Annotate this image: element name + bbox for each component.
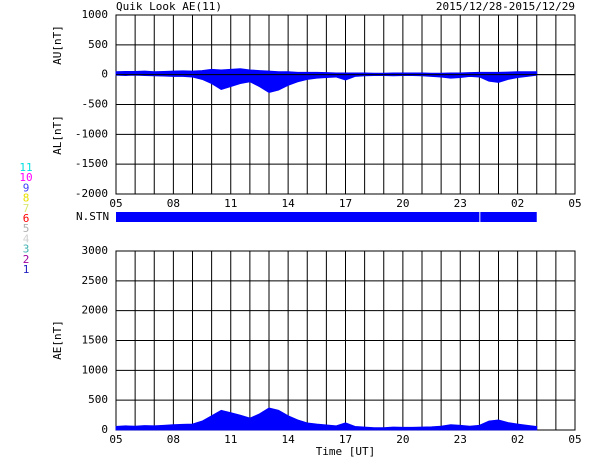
x-tick-label: 14 — [282, 197, 296, 210]
x-tick-label: 14 — [282, 433, 296, 446]
legend-entry: 5 — [23, 222, 30, 235]
x-tick-label: 08 — [167, 197, 180, 210]
y-tick-label: -500 — [82, 98, 109, 111]
date-range: 2015/12/28-2015/12/29 — [436, 0, 575, 13]
x-tick-label: 08 — [167, 433, 180, 446]
x-tick-label: 20 — [396, 433, 409, 446]
x-tick-label: 05 — [568, 197, 581, 210]
legend-entry: 3 — [23, 243, 30, 256]
x-tick-label: 05 — [109, 433, 122, 446]
x-tick-label: 02 — [511, 197, 524, 210]
legend-entry: 11 — [19, 161, 32, 174]
y-tick-label: 1000 — [82, 8, 109, 21]
y-tick-label: 0 — [101, 68, 108, 81]
title: Quik Look AE(11) — [116, 0, 222, 13]
x-tick-label: 11 — [224, 197, 237, 210]
x-tick-label: 23 — [454, 433, 467, 446]
x-tick-label: 02 — [511, 433, 524, 446]
legend-entry: 6 — [23, 212, 30, 225]
y-tick-label: -2000 — [75, 187, 108, 200]
x-tick-label: 05 — [568, 433, 581, 446]
area — [115, 407, 538, 431]
x-tick-label: 17 — [339, 197, 352, 210]
y-tick-label: 3000 — [82, 244, 109, 257]
legend-entry: 9 — [23, 181, 30, 194]
legend-entry: 7 — [23, 202, 30, 215]
x-tick-label: 05 — [109, 197, 122, 210]
area — [115, 68, 538, 76]
y-tick-label: 500 — [88, 393, 108, 406]
legend-entry: 4 — [23, 232, 30, 245]
station-bar — [116, 212, 480, 222]
y-tick-label: 1500 — [82, 334, 109, 347]
legend-entry: 10 — [19, 171, 32, 184]
legend-entry: 1 — [23, 263, 30, 276]
x-tick-label: 23 — [454, 197, 467, 210]
y-tick-label: 0 — [101, 423, 108, 436]
y-tick-label: 1000 — [82, 363, 109, 376]
y-tick-label: 2500 — [82, 274, 109, 287]
area — [115, 74, 538, 93]
x-tick-label: 11 — [224, 433, 237, 446]
y-axis-label: AU[nT] — [51, 25, 64, 65]
y-axis-label: AE[nT] — [51, 320, 64, 360]
y-tick-label: -1000 — [75, 127, 108, 140]
y-tick-label: 2000 — [82, 304, 109, 317]
y-tick-label: 500 — [88, 38, 108, 51]
y-tick-label: -1500 — [75, 157, 108, 170]
stations-label: N.STN — [76, 210, 109, 223]
x-tick-label: 17 — [339, 433, 352, 446]
station-bar — [480, 212, 537, 222]
x-axis-label: Time [UT] — [316, 445, 376, 458]
legend-entry: 8 — [23, 192, 30, 205]
x-tick-label: 20 — [396, 197, 409, 210]
legend-entry: 2 — [23, 253, 30, 266]
y-axis-label: AL[nT] — [51, 115, 64, 155]
